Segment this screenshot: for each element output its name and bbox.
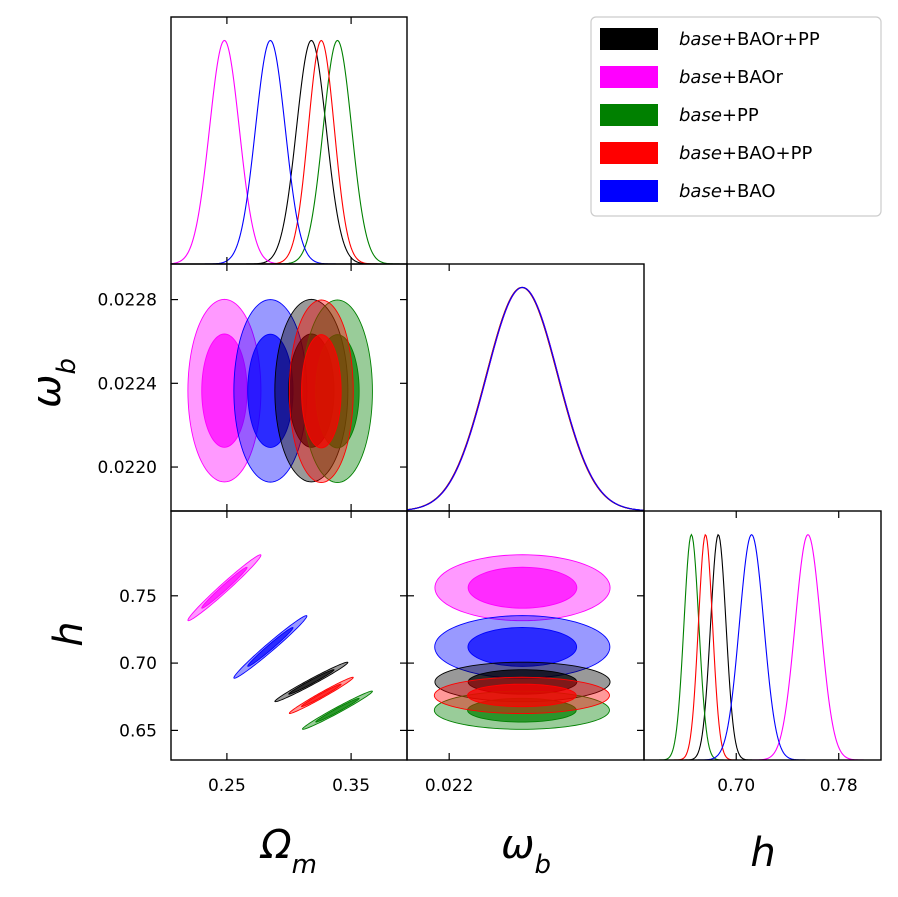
y-tick-label: 0.65: [119, 721, 157, 741]
marginal-curve-h-3: [644, 533, 881, 760]
frames-layer: [170, 16, 882, 761]
y-axis-title-omega-b: ωb: [24, 358, 82, 408]
legend-label: base+BAO+PP: [679, 143, 812, 164]
marginal-curve-om-1: [171, 39, 407, 264]
panel-frame: [643, 510, 882, 761]
x-axis-title-omega-b: ωb: [501, 822, 551, 880]
marginal-curve-h-0: [644, 533, 881, 760]
legend-swatch: [600, 28, 658, 50]
y-tick-label: 0.70: [119, 654, 157, 674]
contour-68-1: [467, 566, 578, 609]
ticks-layer: [171, 17, 840, 760]
x-tick-label: 0.35: [332, 776, 370, 796]
labels-layer: 0.25 0.35 0.022 0.70 0.78 0.0220 0.0224 0.0228 0…: [24, 291, 858, 880]
marginal-curve-ob-0: [407, 286, 644, 511]
x-tick-label: 0.022: [425, 776, 474, 796]
contour-68-4: [247, 627, 294, 667]
panel-frame: [406, 263, 645, 512]
x-axis-title-omega-m: Ωm: [259, 822, 317, 880]
contour-68-3: [467, 683, 577, 708]
contour-panel-h-om: [187, 554, 373, 730]
marginal-curve-ob-4: [407, 286, 644, 511]
legend-swatch: [600, 142, 658, 164]
x-axis-title-h: h: [750, 830, 775, 876]
panels-layer: [171, 39, 881, 760]
legend: base+BAOr+PP base+BAOr base+PP base+BAO+PP b…: [590, 16, 882, 217]
legend-swatch: [600, 66, 658, 88]
contour-68-2: [315, 697, 360, 723]
marginal-h: [644, 533, 881, 760]
contour-68-0: [288, 669, 335, 695]
contour-68-3: [301, 334, 342, 449]
legend-swatch: [600, 104, 658, 126]
contour-68-3: [301, 683, 342, 708]
marginal-ob: [407, 286, 644, 511]
contour-68-4: [467, 627, 578, 667]
contour-68-4: [247, 333, 294, 448]
legend-box: [590, 16, 882, 217]
legend-label: base+BAO: [679, 181, 776, 202]
y-tick-label: 0.0228: [98, 291, 157, 311]
panel-frame: [170, 16, 408, 265]
y-tick-label: 0.0224: [98, 374, 157, 394]
marginal-curve-om-2: [171, 39, 407, 264]
marginal-curve-h-2: [644, 533, 881, 760]
marginal-om: [171, 39, 407, 264]
x-tick-label: 0.25: [208, 776, 246, 796]
marginal-curve-ob-2: [407, 286, 644, 511]
marginal-curve-ob-1: [407, 286, 644, 511]
contour-panel-ob-om: [187, 298, 373, 484]
legend-label: base+BAOr: [679, 67, 784, 88]
contour-68-1: [201, 566, 248, 609]
legend-label: base+PP: [679, 105, 759, 126]
x-tick-label: 0.78: [820, 776, 858, 796]
marginal-curve-h-1: [644, 533, 881, 760]
contour-panel-h-ob: [433, 554, 611, 730]
y-tick-label: 0.75: [119, 587, 157, 607]
y-axis-title-h: h: [46, 621, 92, 646]
legend-label: base+BAOr+PP: [679, 29, 820, 50]
x-tick-label: 0.70: [717, 776, 755, 796]
marginal-curve-h-4: [644, 533, 881, 760]
legend-swatch: [600, 180, 658, 202]
marginal-curve-ob-3: [407, 286, 644, 511]
y-tick-label: 0.0220: [98, 458, 157, 478]
